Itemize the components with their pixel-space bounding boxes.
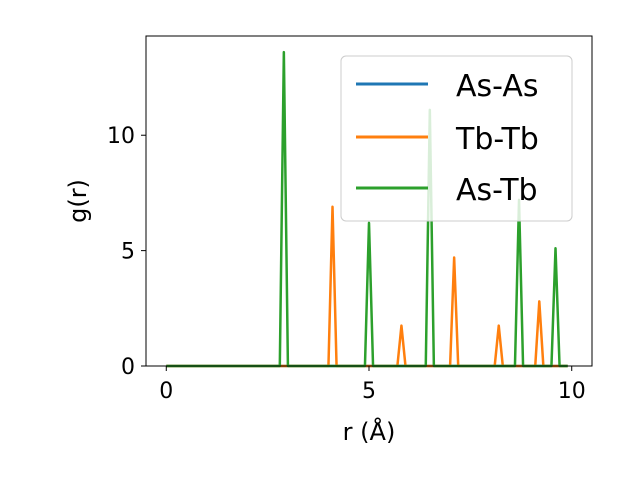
x-tick-label: 0: [159, 379, 173, 404]
x-tick-label: 10: [558, 379, 586, 404]
y-axis: 0 5 10: [107, 124, 146, 380]
y-axis-label: g(r): [64, 179, 92, 223]
x-tick-label: 5: [362, 379, 376, 404]
series-line-tb-tb: [166, 205, 568, 368]
y-tick-label: 0: [121, 355, 135, 380]
x-axis: 0 5 10: [159, 366, 586, 404]
legend-label-as-tb: As-Tb: [456, 173, 538, 208]
y-tick-label: 10: [107, 124, 135, 149]
legend-label-as-as: As-As: [456, 69, 538, 104]
legend-box: [340, 55, 573, 222]
y-tick-label: 5: [121, 240, 135, 265]
x-axis-label: r (Å): [343, 417, 396, 446]
legend: As-As Tb-Tb As-Tb: [340, 55, 573, 222]
legend-label-tb-tb: Tb-Tb: [455, 122, 539, 157]
